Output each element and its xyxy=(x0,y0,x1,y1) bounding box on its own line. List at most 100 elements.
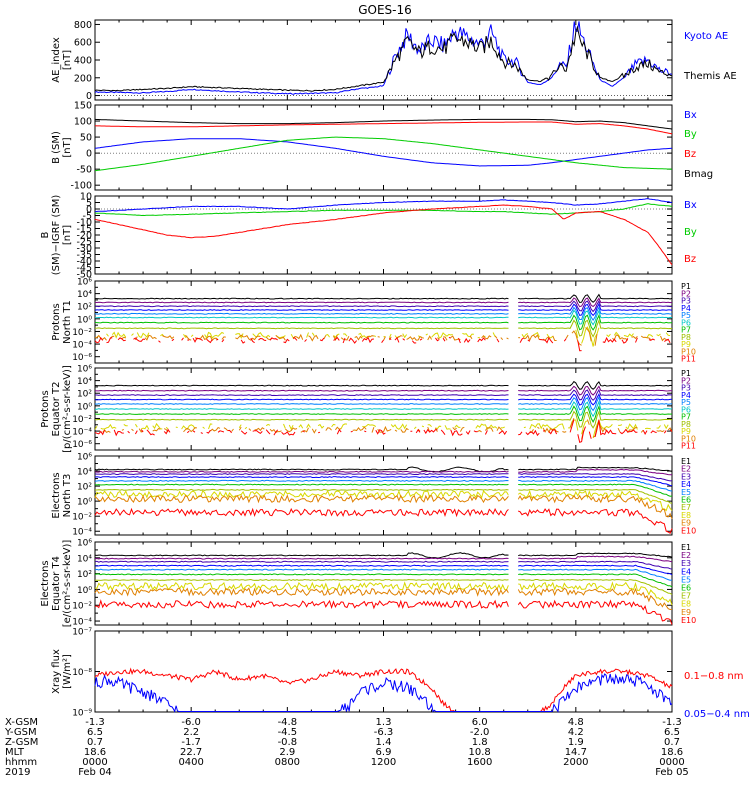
legend-p9: P9 xyxy=(681,427,691,436)
ephemeris-row-label: Z-GSM xyxy=(5,737,38,748)
series-line-bz xyxy=(94,204,673,266)
series-line-bx xyxy=(94,138,673,167)
y-axis-label-line: [nT] xyxy=(62,225,73,245)
series-line-by xyxy=(94,136,672,172)
y-tick-label: 10 xyxy=(80,192,92,203)
legend-e1: E1 xyxy=(681,457,691,466)
y-tick-label: 10⁻⁶ xyxy=(72,440,92,450)
y-tick-label: 10⁻² xyxy=(72,415,92,425)
y-axis-label: ElectronsEquator T4[e/(cm²-s-sr-keV)] xyxy=(40,540,73,628)
y-axis-label-line: North T1 xyxy=(62,300,73,344)
series-line-e6 xyxy=(94,573,673,588)
legend-bigrf-by: By xyxy=(684,227,697,238)
panel-2: 150 100 50 0 -50 -100 B (SM)[nT] xyxy=(51,101,673,192)
y-tick-label: 100 xyxy=(74,117,92,128)
ephemeris-value: 2000 xyxy=(563,757,588,768)
y-axis-label-line: Protons xyxy=(51,303,62,340)
y-axis-label-line: Equator T2 xyxy=(51,382,62,437)
series-line-e7 xyxy=(95,488,673,504)
y-axis-label-line: Electrons xyxy=(51,472,62,518)
series-line-e1 xyxy=(94,466,673,473)
y-axis-label-line: Electrons xyxy=(40,560,51,606)
legend-e7: E7 xyxy=(681,503,691,512)
ephemeris-value: 0000 xyxy=(659,757,684,768)
y-tick-label: -50 xyxy=(76,270,92,281)
y-tick-label: 10⁻⁹ xyxy=(72,709,92,719)
legend-p11: P11 xyxy=(681,442,696,451)
y-tick-label: 10⁻⁴ xyxy=(72,528,92,538)
y-tick-label: -5 xyxy=(83,211,92,222)
y-tick-label: 600 xyxy=(74,38,92,49)
y-tick-label: 10⁻⁶ xyxy=(72,353,92,363)
legend-p7: P7 xyxy=(681,413,691,422)
legend-ae: Kyoto AE Themis AE Bx By Bz Bmag Bx By Bz xyxy=(683,31,737,265)
data-gap xyxy=(508,543,519,624)
y-tick-label: 10⁶ xyxy=(77,453,92,463)
ephemeris-value: Feb 05 xyxy=(655,767,689,778)
legend-p6: P6 xyxy=(681,405,691,414)
ephemeris-value: 1.9 xyxy=(568,737,584,748)
panel-3: 1050-5-10-15-20-25-30-35-40-45-50B(SM)−I… xyxy=(40,192,673,281)
y-axis-label-line: North T3 xyxy=(62,474,73,518)
legend-p6: P6 xyxy=(681,318,691,327)
legend-p4: P4 xyxy=(681,391,691,400)
ephemeris-value: 0.7 xyxy=(87,737,103,748)
ephemeris-value: Feb 04 xyxy=(78,767,112,778)
y-axis-label-line: Protons xyxy=(40,390,51,427)
legend-b-bx: Bx xyxy=(684,110,697,121)
y-tick-label: 0 xyxy=(86,91,92,102)
series-line-p5 xyxy=(94,306,672,322)
y-axis-label: Xray flux[W/m²] xyxy=(51,649,73,694)
y-tick-label: 150 xyxy=(74,101,92,112)
ephemeris-value: 1.8 xyxy=(472,737,488,748)
y-tick-label: -20 xyxy=(76,231,92,242)
y-tick-label: 10⁴ xyxy=(77,290,92,300)
series-line-themis-ae xyxy=(94,25,673,92)
legend-e8: E8 xyxy=(681,600,691,609)
ephemeris-value: -6.0 xyxy=(181,717,201,728)
ephemeris-value: 4.2 xyxy=(568,727,584,738)
y-axis-label-line: Xray flux xyxy=(51,649,62,694)
series-line-p3 xyxy=(94,300,673,313)
legend-e10: E10 xyxy=(681,526,696,535)
y-tick-label: -10 xyxy=(76,218,92,229)
data-gap xyxy=(508,369,519,449)
legend-p11: P11 xyxy=(681,355,696,364)
ephemeris-value: 22.7 xyxy=(180,747,202,758)
ephemeris-value: 6.5 xyxy=(87,727,103,738)
y-axis-label: ElectronsNorth T3 xyxy=(51,472,73,518)
series-line-p3 xyxy=(95,388,672,401)
legend-p7: P7 xyxy=(681,326,691,335)
ephemeris-value: -2.0 xyxy=(470,727,490,738)
ephemeris-value: 14.7 xyxy=(565,747,587,758)
legend-e1: E1 xyxy=(681,543,691,552)
ephemeris-row-label: X-GSM xyxy=(5,717,38,728)
ephemeris-table: X-GSM -1.3 -6.0 -4.8 1.3 6.0 4.8 -1.3 Y-GSM 6.5 2.… xyxy=(4,717,689,778)
y-tick-label: -15 xyxy=(76,224,92,235)
series-line-e6 xyxy=(94,483,673,497)
panel-8: 10⁻⁹ 10⁻⁸ 10⁻⁷ Xray flux[W/m²] 0.1−0.8 nm 0.0… xyxy=(51,628,750,721)
ephemeris-row-label: Y-GSM xyxy=(4,727,37,738)
y-tick-label: -35 xyxy=(76,250,92,261)
series-line-e10 xyxy=(94,507,673,534)
series-line-xray-short xyxy=(94,673,673,713)
series-line-e4 xyxy=(94,476,673,487)
ephemeris-value: 6.0 xyxy=(472,717,488,728)
y-tick-label: -25 xyxy=(76,237,92,248)
y-tick-label: 10⁻⁴ xyxy=(72,341,92,351)
y-tick-label: 10⁻² xyxy=(72,602,92,612)
legend-e2: E2 xyxy=(681,551,691,560)
legend-e9: E9 xyxy=(681,519,691,528)
panel-frame xyxy=(94,104,673,191)
series-line-p4 xyxy=(94,393,673,406)
legend-e3: E3 xyxy=(681,472,691,481)
panel-5: 10⁻⁶ 10⁻⁴ 10⁻² 10⁰ 10² 10⁴ 10⁶ ProtonsEquator T… xyxy=(40,365,696,453)
ephemeris-value: 2.9 xyxy=(279,747,295,758)
data-gap xyxy=(508,457,519,534)
y-tick-label: 10⁴ xyxy=(77,377,92,387)
legend-e2: E2 xyxy=(681,465,691,474)
y-tick-label: -30 xyxy=(76,244,92,255)
ephemeris-value: 18.6 xyxy=(661,747,683,758)
y-axis-label: B(SM)−IGRF (SM)[nT] xyxy=(40,195,73,276)
